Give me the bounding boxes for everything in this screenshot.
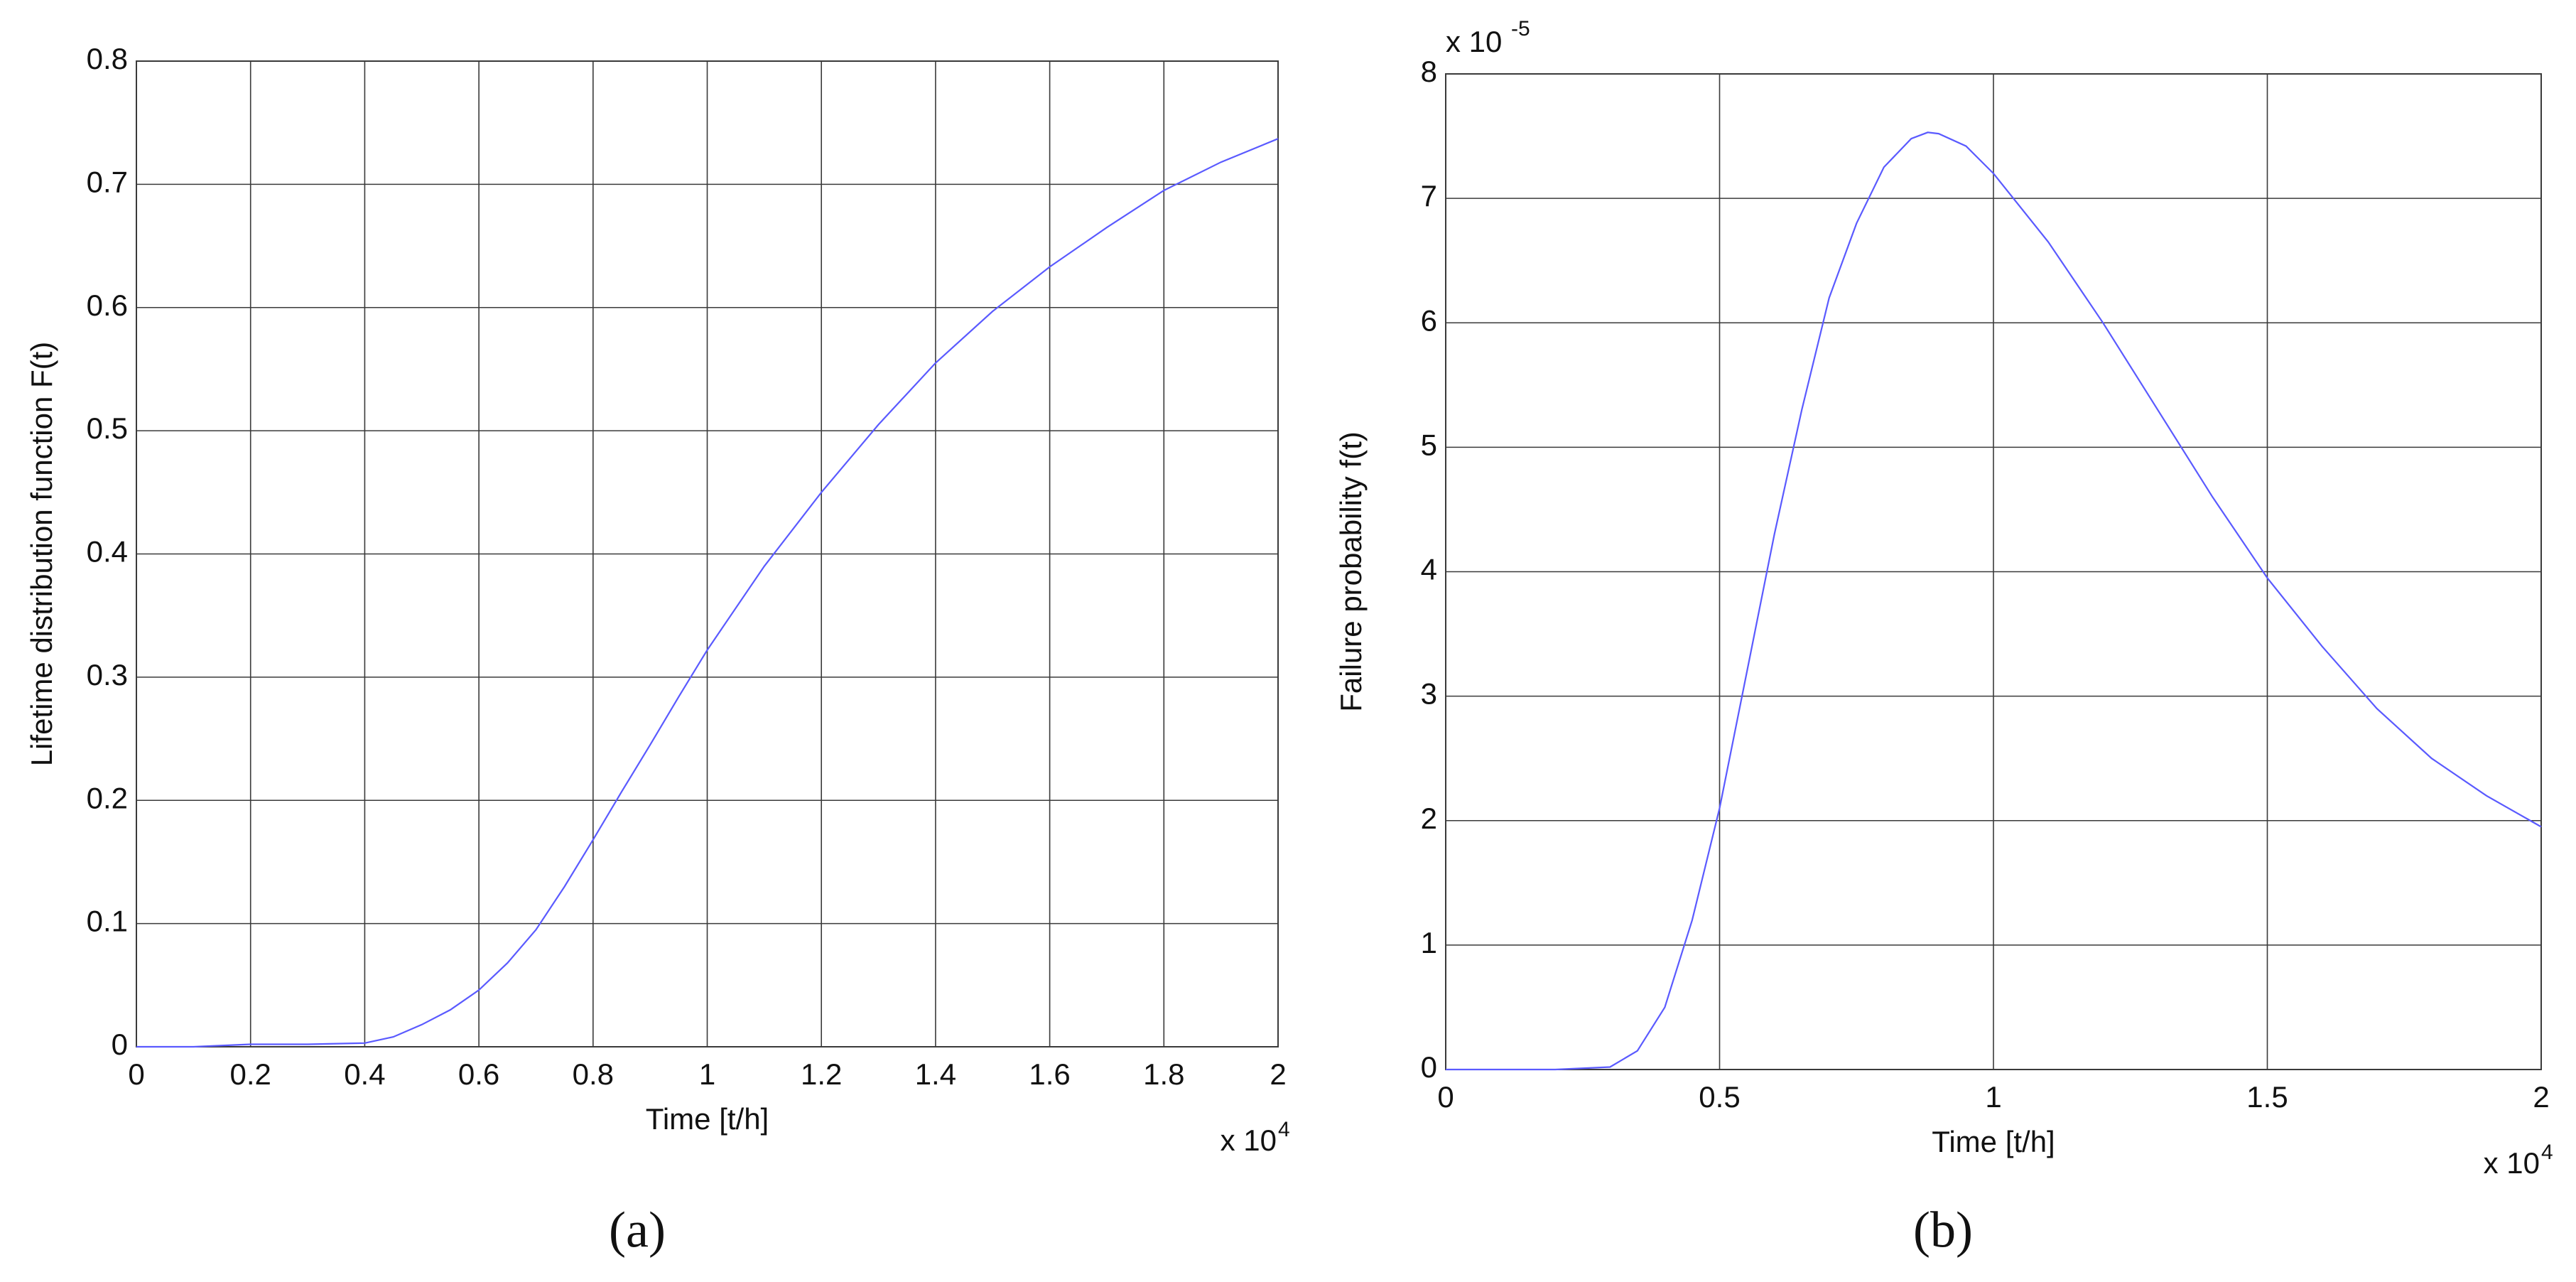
x-tick-label: 2 xyxy=(1270,1057,1286,1091)
y-tick-label: 2 xyxy=(1421,802,1437,835)
x-tick-label: 1.5 xyxy=(2246,1080,2288,1114)
y-tick-label: 0.4 xyxy=(87,535,128,569)
y-tick-label: 8 xyxy=(1421,55,1437,88)
x-tick-label: 0 xyxy=(128,1057,144,1091)
x-tick-label: 2 xyxy=(2533,1080,2549,1114)
data-line xyxy=(136,138,1279,1048)
x-axis-label: Time [t/h] xyxy=(1932,1125,2055,1158)
y-tick-label: 5 xyxy=(1421,428,1437,461)
y-tick-label: 7 xyxy=(1421,179,1437,212)
x-multiplier: x 10 xyxy=(1221,1124,1277,1157)
y-tick-label: 0.6 xyxy=(87,289,128,322)
y-tick-label: 0.2 xyxy=(87,781,128,814)
x-multiplier-exponent: 4 xyxy=(1278,1118,1290,1141)
x-axis-label: Time [t/h] xyxy=(646,1102,769,1136)
y-axis-label: Lifetime distribution function F(t) xyxy=(25,342,58,767)
plot-frame xyxy=(136,60,1279,1047)
panel-label: (b) xyxy=(1913,1202,1973,1259)
x-tick-label: 0.2 xyxy=(230,1057,271,1091)
x-multiplier-exponent: 4 xyxy=(2541,1141,2553,1164)
y-tick-label: 4 xyxy=(1421,553,1437,586)
x-tick-label: 1 xyxy=(1985,1080,2001,1114)
x-tick-label: 1.4 xyxy=(915,1057,956,1091)
y-tick-label: 6 xyxy=(1421,303,1437,337)
x-tick-label: 0.6 xyxy=(458,1057,499,1091)
y-tick-label: 0.1 xyxy=(87,905,128,938)
y-axis-label: Failure probability f(t) xyxy=(1334,431,1368,711)
x-multiplier: x 10 xyxy=(2484,1146,2540,1180)
x-tick-label: 0.4 xyxy=(344,1057,385,1091)
x-tick-label: 1.6 xyxy=(1029,1057,1070,1091)
y-tick-label: 0.8 xyxy=(87,42,128,75)
y-tick-label: 0 xyxy=(1421,1050,1437,1084)
x-tick-label: 0 xyxy=(1437,1080,1454,1114)
y-tick-label: 3 xyxy=(1421,677,1437,711)
plot-frame xyxy=(1445,73,2542,1070)
y-tick-label: 1 xyxy=(1421,926,1437,959)
x-tick-label: 0.5 xyxy=(1699,1080,1740,1114)
y-multiplier-exponent: -5 xyxy=(1511,17,1530,41)
x-tick-label: 1.8 xyxy=(1143,1057,1184,1091)
x-tick-label: 1 xyxy=(699,1057,715,1091)
data-line xyxy=(1446,131,2542,1071)
y-multiplier: x 10 xyxy=(1446,25,1502,58)
y-tick-label: 0 xyxy=(112,1028,128,1061)
panel-label: (a) xyxy=(609,1202,666,1259)
y-tick-label: 0.5 xyxy=(87,411,128,445)
x-tick-label: 1.2 xyxy=(801,1057,842,1091)
y-tick-label: 0.3 xyxy=(87,658,128,691)
x-tick-label: 0.8 xyxy=(573,1057,614,1091)
y-tick-label: 0.7 xyxy=(87,165,128,198)
